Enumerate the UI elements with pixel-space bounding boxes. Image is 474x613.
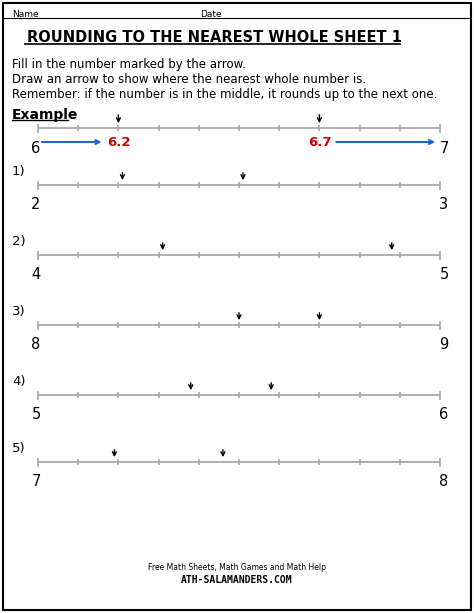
Text: 2): 2)	[12, 235, 26, 248]
Text: ATH-SALAMANDERS.COM: ATH-SALAMANDERS.COM	[181, 575, 293, 585]
Text: 2: 2	[31, 197, 41, 212]
Text: 6: 6	[31, 141, 41, 156]
Text: 7: 7	[31, 474, 41, 489]
Text: 3: 3	[439, 197, 448, 212]
Text: 5): 5)	[12, 442, 26, 455]
Text: 3): 3)	[12, 305, 26, 318]
Text: 4: 4	[31, 267, 41, 282]
Text: Remember: if the number is in the middle, it rounds up to the next one.: Remember: if the number is in the middle…	[12, 88, 438, 101]
Text: 1): 1)	[12, 165, 26, 178]
Text: 8: 8	[439, 474, 448, 489]
Text: 6.7: 6.7	[308, 135, 331, 148]
Text: Name: Name	[12, 10, 38, 19]
Text: 4): 4)	[12, 375, 26, 388]
Text: ROUNDING TO THE NEAREST WHOLE SHEET 1: ROUNDING TO THE NEAREST WHOLE SHEET 1	[27, 30, 402, 45]
Text: 7: 7	[439, 141, 449, 156]
Text: Draw an arrow to show where the nearest whole number is.: Draw an arrow to show where the nearest …	[12, 73, 366, 86]
Text: Fill in the number marked by the arrow.: Fill in the number marked by the arrow.	[12, 58, 246, 71]
Text: 8: 8	[31, 337, 41, 352]
Text: Date: Date	[200, 10, 222, 19]
Text: Example: Example	[12, 108, 78, 122]
Text: 9: 9	[439, 337, 448, 352]
Text: 5: 5	[31, 407, 41, 422]
Text: Free Math Sheets, Math Games and Math Help: Free Math Sheets, Math Games and Math He…	[148, 563, 326, 572]
Text: 5: 5	[439, 267, 448, 282]
Text: 6: 6	[439, 407, 448, 422]
Text: 6.2: 6.2	[107, 135, 130, 148]
